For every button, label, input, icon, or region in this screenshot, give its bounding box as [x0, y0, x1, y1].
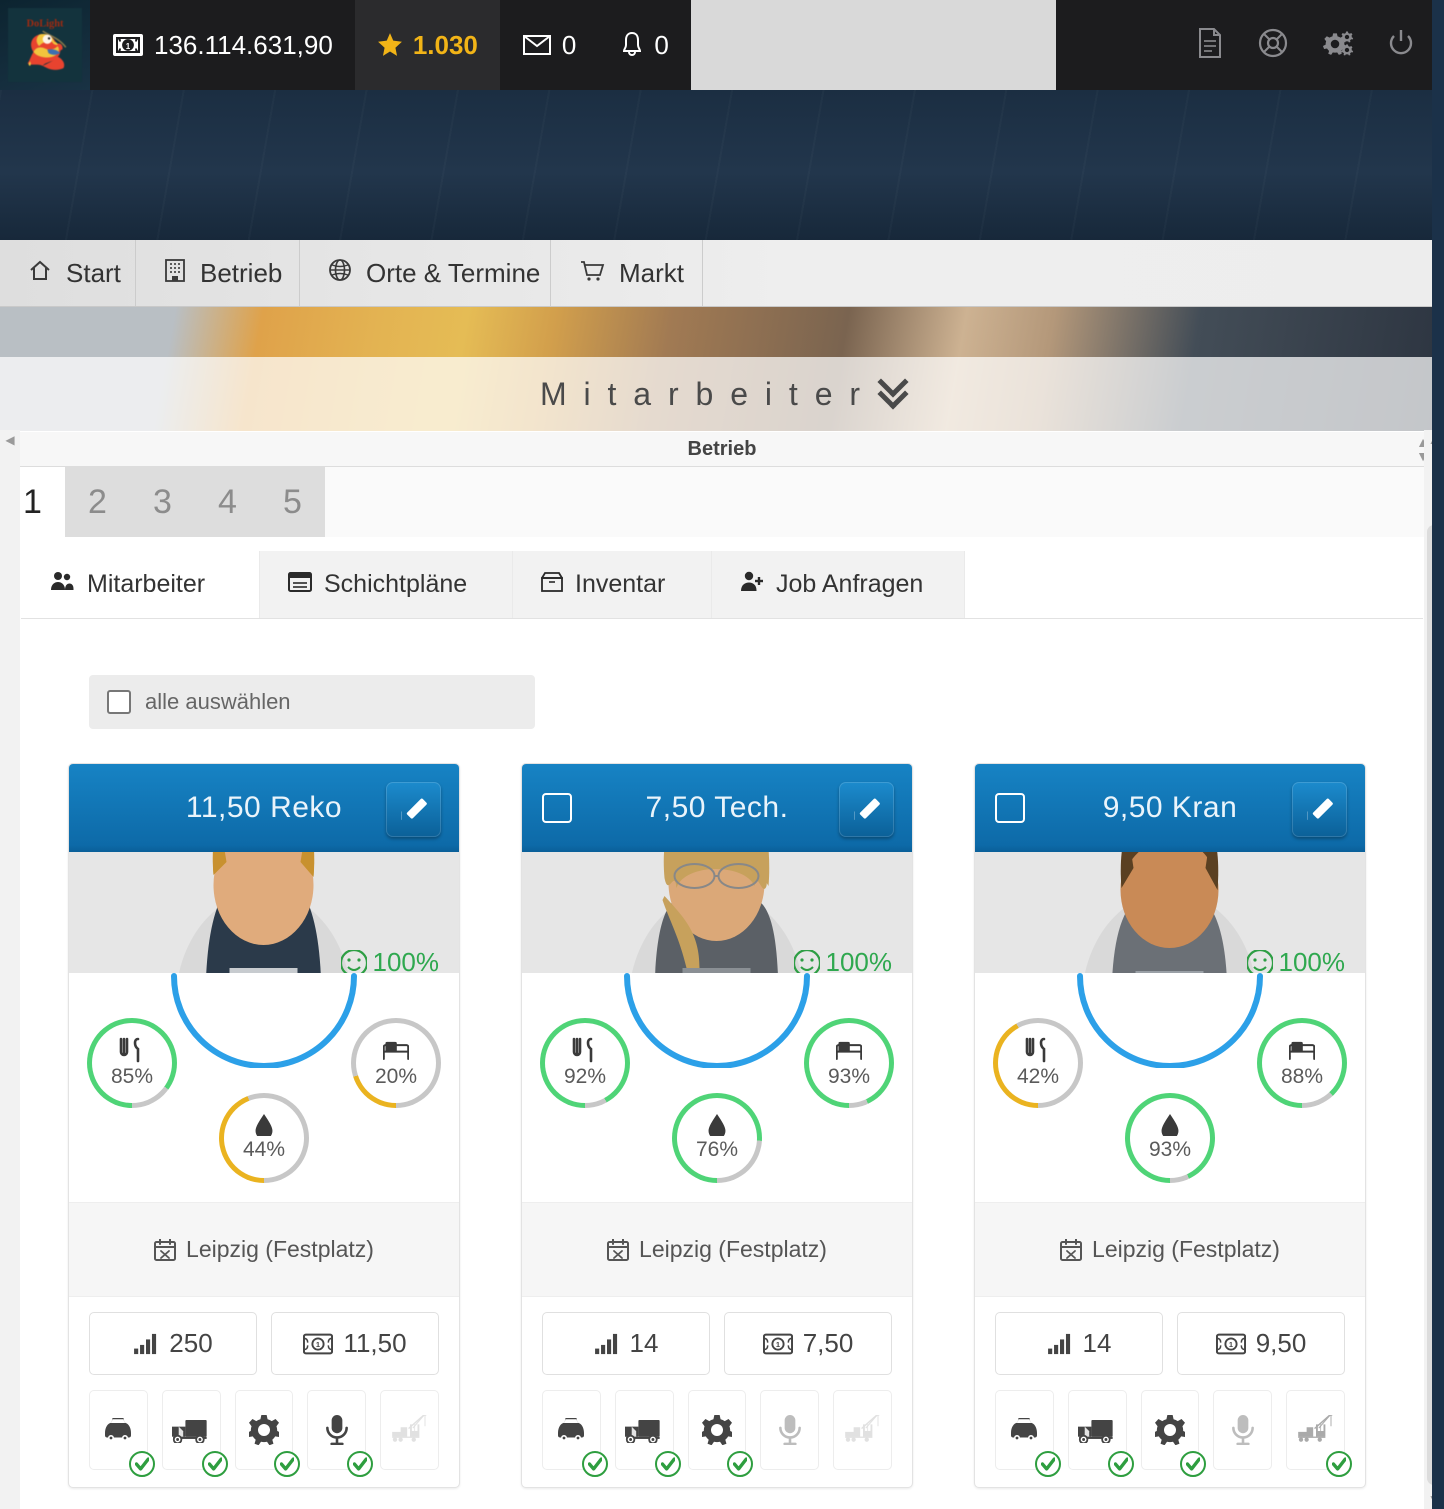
svg-text:DoLight: DoLight — [27, 19, 64, 30]
svg-text:1: 1 — [126, 42, 131, 51]
